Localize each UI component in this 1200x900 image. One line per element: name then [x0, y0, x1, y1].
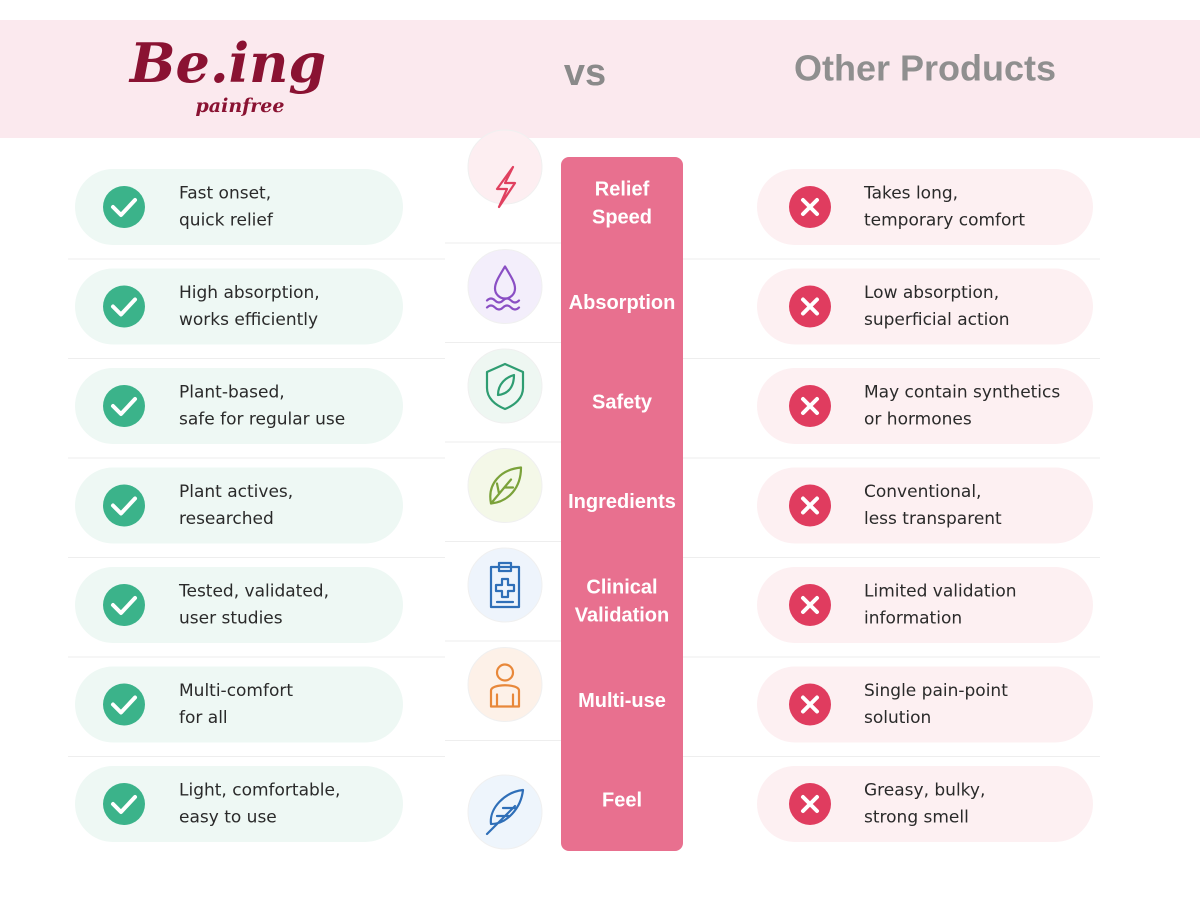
category-label: Multi-use [578, 690, 666, 712]
category-icon-bg [467, 547, 543, 623]
category-icon [489, 466, 523, 505]
category-column [561, 157, 683, 851]
category-icon [485, 362, 525, 411]
check-icon [103, 683, 145, 726]
check-mark [111, 496, 137, 516]
our-text: quick relief [179, 211, 274, 231]
check-mark [111, 596, 137, 615]
category-label: Validation [575, 604, 669, 626]
our-pill [75, 567, 403, 643]
their-pill [757, 467, 1093, 544]
category-icon [495, 165, 517, 209]
their-text: Conventional, [864, 482, 981, 502]
our-text: Plant actives, [179, 482, 293, 502]
their-pill [757, 666, 1093, 743]
check-mark [111, 297, 137, 317]
our-text: Light, comfortable, [179, 781, 340, 801]
category-icon-bg [467, 348, 543, 424]
our-pill [75, 766, 403, 842]
our-text: Plant-based, [179, 383, 285, 403]
their-text: temporary comfort [864, 211, 1025, 231]
our-text: for all [179, 708, 228, 728]
category-icon [485, 265, 521, 311]
category-label: Speed [592, 206, 652, 228]
category-label: Safety [592, 391, 653, 413]
check-mark [111, 198, 137, 217]
category-icon [489, 561, 521, 609]
their-text: information [864, 609, 962, 629]
their-pill [757, 169, 1093, 245]
cross-mark [801, 198, 819, 216]
their-text: strong smell [864, 808, 969, 828]
their-pill [757, 368, 1093, 444]
their-text: Greasy, bulky, [864, 781, 985, 801]
cross-mark [801, 397, 819, 415]
category-icon-bg [467, 774, 543, 850]
category-icon-bg [467, 249, 543, 324]
our-text: researched [179, 509, 274, 529]
cross-mark [801, 496, 819, 515]
their-text: Low absorption, [864, 283, 999, 303]
our-text: easy to use [179, 808, 277, 828]
our-text: High absorption, [179, 283, 320, 303]
category-icon [485, 788, 525, 836]
their-pill [757, 567, 1093, 643]
check-icon [103, 285, 145, 328]
check-mark [111, 695, 137, 715]
our-pill [75, 268, 403, 345]
other-title: Other Products [794, 48, 1056, 89]
header-band [0, 20, 1200, 138]
their-pill [757, 268, 1093, 345]
our-pill [75, 467, 403, 544]
check-icon [103, 584, 145, 626]
brand: Be.ing [128, 31, 326, 95]
their-text: Single pain-point [864, 681, 1008, 701]
category-icon [489, 663, 521, 708]
check-mark [111, 795, 137, 814]
tagline: painfree [196, 95, 285, 117]
their-text: superficial action [864, 310, 1010, 330]
our-text: Fast onset, [179, 184, 271, 204]
our-text: Tested, validated, [178, 582, 329, 602]
check-mark [111, 397, 137, 416]
our-pill [75, 368, 403, 444]
their-text: or hormones [864, 410, 972, 430]
category-label: Ingredients [568, 491, 676, 513]
our-pill [75, 169, 403, 245]
their-text: Takes long, [863, 184, 958, 204]
category-label: Clinical [586, 576, 657, 598]
check-icon [103, 484, 145, 527]
their-text: solution [864, 708, 931, 728]
our-pill [75, 666, 403, 743]
category-label: Absorption [569, 292, 676, 314]
category-label: Feel [602, 789, 642, 811]
their-text: May contain synthetics [864, 383, 1060, 403]
our-text: safe for regular use [179, 410, 345, 430]
our-text: user studies [179, 609, 283, 629]
check-icon [103, 186, 145, 228]
vs: vs [564, 52, 606, 94]
cross-mark [801, 297, 819, 316]
their-text: Limited validation [864, 582, 1017, 602]
cross-mark [801, 596, 819, 614]
our-text: works efficiently [179, 310, 318, 330]
their-text: less transparent [864, 509, 1002, 529]
cross-mark [801, 695, 819, 714]
check-icon [103, 385, 145, 427]
category-label: Relief [595, 178, 650, 200]
our-text: Multi-comfort [179, 681, 293, 701]
check-icon [103, 783, 145, 825]
category-icon-bg [467, 129, 543, 205]
cross-mark [801, 795, 819, 813]
their-pill [757, 766, 1093, 842]
